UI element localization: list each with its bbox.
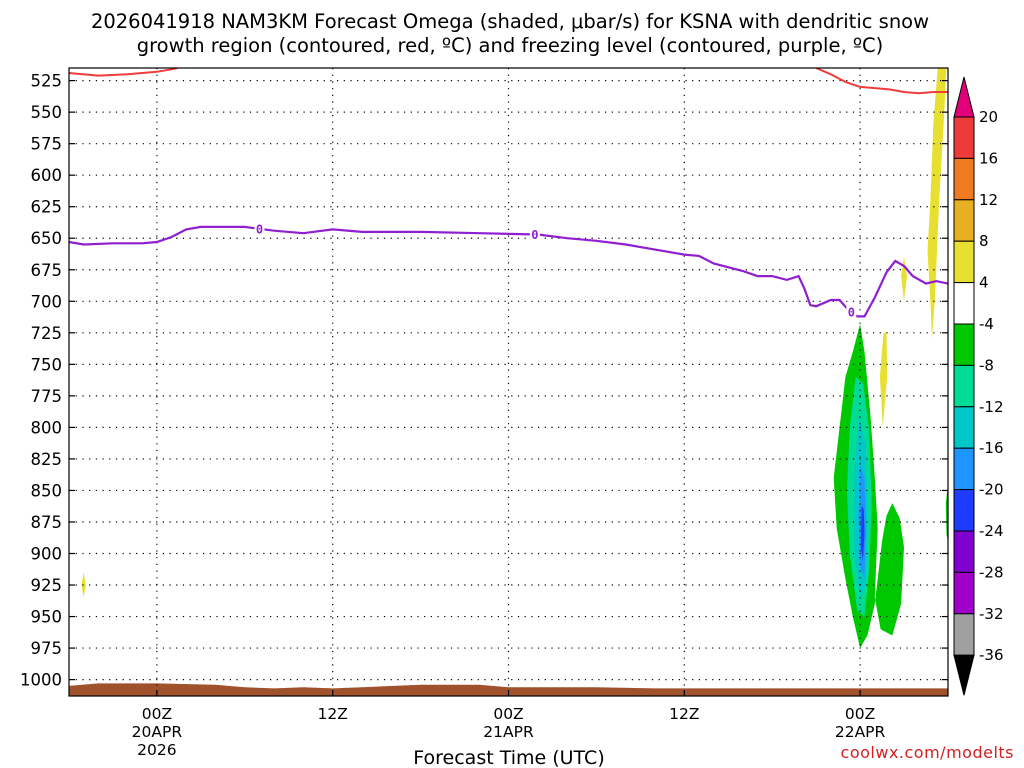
colorbar-swatch-12 <box>953 613 975 656</box>
x-tick-label-6-1: 20APR <box>132 723 183 741</box>
y-tick-label-900: 900 <box>31 545 63 564</box>
y-tick-label-750: 750 <box>31 355 63 374</box>
x-tick-label-6-0: 00Z <box>142 705 172 723</box>
colorbar-swatch-0 <box>953 116 975 159</box>
colorbar-swatch-top <box>953 76 975 118</box>
x-tick-label-54-1: 22APR <box>835 723 886 741</box>
y-tick-label-700: 700 <box>31 292 63 311</box>
freezing-level-label-1: 0 <box>531 228 538 242</box>
freezing-label-bg-2 <box>846 305 857 320</box>
freezing-label-bg-1 <box>529 227 540 242</box>
colorbar-label-11: -28 <box>979 563 1004 581</box>
colorbar-label-13: -36 <box>979 646 1004 664</box>
y-tick-label-625: 625 <box>31 198 63 217</box>
freezing-level-label-2: 0 <box>848 306 855 320</box>
colorbar-label-12: -32 <box>979 605 1004 623</box>
omega-region-7 <box>927 68 947 340</box>
y-tick-label-825: 825 <box>31 450 63 469</box>
colorbar-swatch-1 <box>953 157 975 201</box>
omega-region-10 <box>81 572 86 598</box>
colorbar-label-1: 16 <box>979 149 998 167</box>
x-tick-label-6-2: 2026 <box>137 741 176 759</box>
x-tick-label-42-0: 12Z <box>669 705 699 723</box>
dgz-contour-1 <box>815 68 948 95</box>
x-axis-title: Forecast Time (UTC) <box>413 747 604 768</box>
x-tick-label-30-1: 21APR <box>483 723 534 741</box>
freezing-level-contour <box>69 225 948 318</box>
y-tick-label-950: 950 <box>31 608 63 627</box>
y-tick-label-800: 800 <box>31 418 63 437</box>
y-tick-label-725: 725 <box>31 324 63 343</box>
y-tick-label-850: 850 <box>31 481 63 500</box>
omega-shading <box>81 68 948 649</box>
y-axis-ticks: 525 550 575 600 625 650 675 700 725 750 775 800 825 8… <box>20 72 948 690</box>
colorbar-label-8: -16 <box>979 439 1004 457</box>
y-tick-label-775: 775 <box>31 387 63 406</box>
y-tick-label-650: 650 <box>31 229 63 248</box>
y-tick-label-600: 600 <box>31 166 63 185</box>
colorbar-swatch-2 <box>953 199 975 242</box>
dgz-contour-0 <box>69 68 178 77</box>
freezing-label-bg-0 <box>254 221 265 236</box>
colorbar-swatch-bottom <box>953 654 975 696</box>
x-tick-label-18-0: 12Z <box>318 705 348 723</box>
colorbar-label-0: 20 <box>979 108 998 126</box>
colorbar-swatch-6 <box>953 364 975 408</box>
colorbar-label-5: -4 <box>979 315 994 333</box>
colorbar-swatch-5 <box>953 323 975 366</box>
contours: 0 0 0 <box>69 68 948 320</box>
colorbar-swatch-4 <box>953 282 975 325</box>
colorbar-swatch-9 <box>953 489 975 532</box>
colorbar-label-4: 4 <box>979 274 989 292</box>
chart-title-line2: growth region (contoured, red, ºC) and f… <box>137 34 884 57</box>
colorbar-label-10: -24 <box>979 522 1004 540</box>
colorbar-label-9: -20 <box>979 481 1004 499</box>
y-tick-label-875: 875 <box>31 513 63 532</box>
x-tick-label-30-0: 00Z <box>493 705 523 723</box>
colorbar-swatch-11 <box>953 571 975 615</box>
terrain-fill <box>69 683 948 696</box>
y-tick-label-975: 975 <box>31 639 63 658</box>
y-tick-label-925: 925 <box>31 576 63 595</box>
y-tick-label-550: 550 <box>31 103 63 122</box>
colorbar-swatch-3 <box>953 240 975 284</box>
colorbar-label-6: -8 <box>979 356 994 374</box>
colorbar-label-2: 12 <box>979 191 998 209</box>
colorbar: 20 16 12 8 4 -4 -8 -12 -16 -20 -24 -28 -32 -36 <box>953 76 1004 696</box>
colorbar-label-7: -12 <box>979 398 1004 416</box>
y-tick-label-525: 525 <box>31 72 63 91</box>
colorbar-label-3: 8 <box>979 232 989 250</box>
y-tick-label-1000: 1000 <box>20 671 62 690</box>
chart-title-line1: 2026041918 NAM3KM Forecast Omega (shaded… <box>91 10 929 33</box>
omega-region-9 <box>879 332 888 428</box>
omega-region-5 <box>883 551 899 623</box>
y-tick-label-575: 575 <box>31 135 63 154</box>
colorbar-swatch-8 <box>953 447 975 491</box>
credit-text: coolwx.com/modelts <box>841 743 1014 762</box>
freezing-level-label-0: 0 <box>256 222 263 236</box>
y-tick-label-675: 675 <box>31 261 63 280</box>
grid-lines <box>69 68 948 696</box>
colorbar-swatch-7 <box>953 406 975 449</box>
omega-region-4 <box>860 505 865 560</box>
colorbar-swatch-10 <box>953 530 975 573</box>
terrain-area <box>69 683 948 696</box>
x-tick-label-54-0: 00Z <box>845 705 875 723</box>
